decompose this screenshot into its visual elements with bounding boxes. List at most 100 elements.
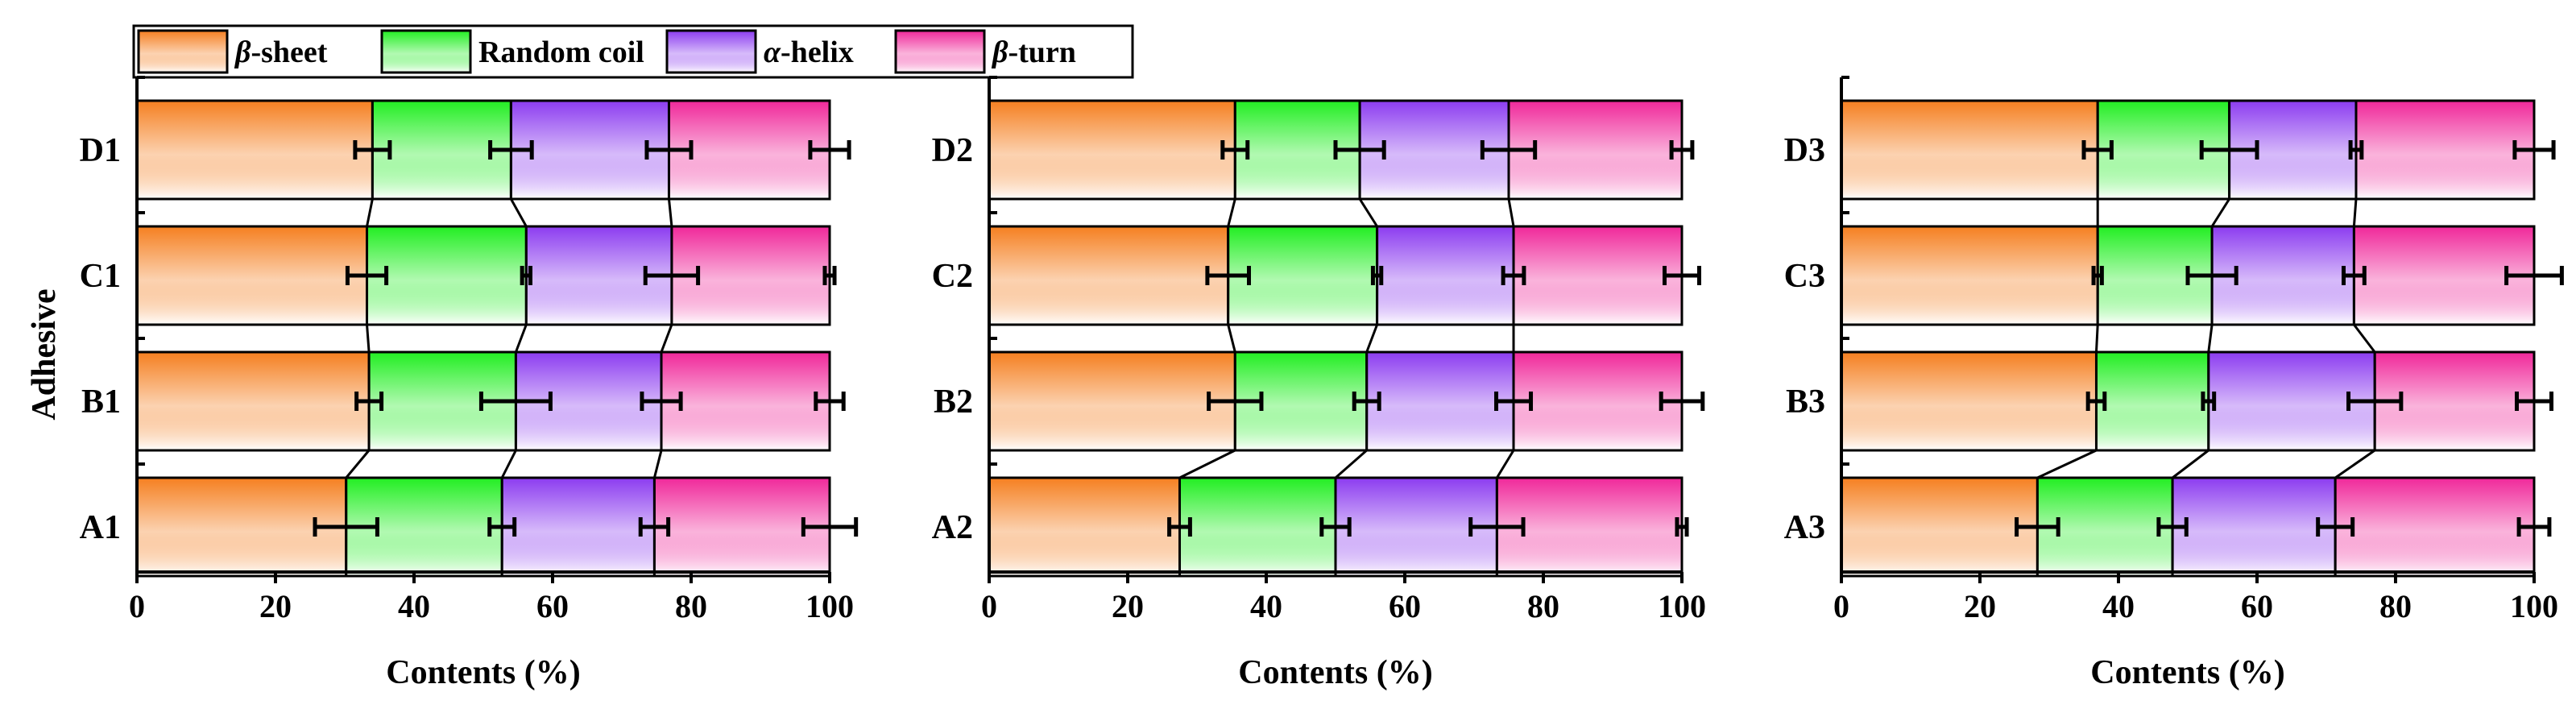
chart-panels: 0 20 40 60 80 100 D1 C1 B1 A1 Contents (%) 0 20 40 60 8…	[80, 76, 2564, 691]
x-axis-title: Contents (%)	[1238, 654, 1432, 691]
connector-line	[510, 198, 528, 227]
x-tick-label: 80	[2379, 588, 2412, 624]
error-bar-d1-random-coil	[488, 140, 534, 160]
x-tick-label: 40	[398, 588, 430, 624]
bar-c2-beta-sheet	[988, 225, 1230, 326]
error-bar-d2-beta-sheet	[1220, 140, 1250, 160]
connector-line	[2334, 449, 2376, 479]
bar-d1-beta-sheet	[135, 99, 374, 201]
legend-label-alpha-helix: α-helix	[764, 35, 854, 69]
connector-line	[2353, 324, 2376, 353]
error-bar-c3-alpha-helix	[2342, 266, 2367, 285]
x-tick-label: 0	[129, 588, 145, 624]
x-tick-label: 0	[1833, 588, 1849, 624]
bar-b2-beta-turn	[1512, 350, 1684, 452]
error-bar-a1-beta-turn	[801, 517, 859, 537]
bar-d1-alpha-helix	[509, 99, 670, 201]
connector-line	[1365, 324, 1379, 353]
x-tick-label: 100	[2510, 588, 2558, 624]
error-bar-a3-random-coil	[2156, 517, 2189, 537]
error-bar-a1-random-coil	[487, 517, 517, 537]
connector-line	[1358, 198, 1378, 227]
chart-panel-2: 0 20 40 60 80 100 D2 C2 B2 A2 Contents (%)	[932, 76, 1706, 691]
error-bar-d3-random-coil	[2199, 140, 2259, 160]
x-tick-label: 100	[806, 588, 854, 624]
legend-label-beta-turn: β-turn	[991, 35, 1076, 69]
error-bar-a2-alpha-helix	[1468, 517, 1526, 537]
legend: β-sheet Random coil α-helix β-turn	[132, 24, 1134, 79]
bar-d3-beta-turn	[2354, 99, 2536, 201]
error-bar-b2-alpha-helix	[1494, 392, 1534, 411]
error-bar-d2-random-coil	[1333, 140, 1386, 160]
connector-line	[515, 324, 528, 353]
x-tick-label: 20	[259, 588, 292, 624]
connector-line	[2036, 449, 2098, 479]
bar-d2-beta-turn	[1507, 99, 1684, 201]
error-bar-b1-beta-sheet	[354, 392, 384, 411]
x-tick-label: 40	[1250, 588, 1282, 624]
x-tick-label: 100	[1658, 588, 1706, 624]
error-bar-b1-random-coil	[478, 392, 553, 411]
bar-d1-random-coil	[371, 99, 512, 201]
x-tick-label: 60	[2241, 588, 2273, 624]
connector-line	[660, 324, 673, 353]
connector-line	[366, 324, 371, 353]
error-bar-c1-alpha-helix	[643, 266, 701, 285]
connector-line	[652, 450, 663, 479]
bar-c1-beta-sheet	[135, 225, 369, 326]
bar-a3-alpha-helix	[2171, 476, 2337, 578]
bar-b3-beta-sheet	[1840, 350, 2098, 452]
bar-c2-random-coil	[1227, 225, 1379, 326]
x-tick-label: 80	[675, 588, 707, 624]
x-tick-label: 60	[1389, 588, 1421, 624]
error-bar-b2-beta-sheet	[1207, 392, 1264, 411]
bar-c2-alpha-helix	[1376, 225, 1515, 326]
error-bar-a3-alpha-helix	[2316, 517, 2355, 537]
bar-d3-beta-sheet	[1840, 99, 2099, 201]
connector-line	[1178, 449, 1236, 479]
category-label-b3: B3	[1786, 383, 1825, 421]
error-bar-b3-beta-sheet	[2085, 392, 2107, 411]
connector-line	[2210, 198, 2230, 227]
x-tick-label: 20	[1964, 588, 1996, 624]
connector-line	[2094, 324, 2099, 353]
connector-line	[667, 198, 673, 227]
error-bar-c2-alpha-helix	[1501, 266, 1526, 285]
bar-b1-beta-turn	[660, 350, 831, 452]
bar-b2-alpha-helix	[1365, 350, 1515, 452]
x-axis-title: Contents (%)	[386, 654, 580, 691]
error-bar-b2-random-coil	[1352, 392, 1381, 411]
error-bar-a2-random-coil	[1319, 517, 1352, 537]
category-label-b2: B2	[934, 383, 973, 421]
connector-line	[1507, 198, 1515, 227]
error-bar-d1-beta-turn	[808, 140, 851, 160]
bar-a1-alpha-helix	[500, 476, 656, 578]
error-bar-a3-beta-sheet	[2015, 517, 2060, 537]
bar-a1-beta-turn	[652, 476, 831, 578]
error-bar-c2-random-coil	[1370, 266, 1384, 285]
x-tick-label: 0	[981, 588, 997, 624]
category-label-b1: B1	[81, 383, 121, 421]
bar-a3-beta-sheet	[1840, 476, 2039, 578]
category-label-a1: A1	[80, 509, 121, 546]
category-label-a2: A2	[932, 509, 973, 546]
error-bar-a3-beta-turn	[2516, 517, 2552, 537]
error-bar-d3-alpha-helix	[2348, 140, 2364, 160]
connector-line	[1227, 198, 1236, 227]
bar-b2-beta-sheet	[988, 350, 1236, 452]
legend-label-beta-sheet: β-sheet	[234, 35, 328, 69]
error-bar-b1-beta-turn	[814, 392, 846, 411]
error-bar-d3-beta-sheet	[2081, 140, 2114, 160]
error-bar-d3-beta-turn	[2512, 140, 2556, 160]
error-bar-a1-alpha-helix	[638, 517, 671, 537]
category-label-a3: A3	[1784, 509, 1825, 546]
category-label-c1: C1	[80, 258, 121, 295]
connector-line	[1335, 449, 1368, 479]
x-tick-label: 60	[536, 588, 569, 624]
connector-line	[2207, 324, 2214, 353]
connector-line	[1227, 324, 1236, 353]
error-bar-c3-random-coil	[2185, 266, 2238, 285]
category-label-c2: C2	[932, 258, 973, 295]
x-tick-label: 80	[1527, 588, 1559, 624]
